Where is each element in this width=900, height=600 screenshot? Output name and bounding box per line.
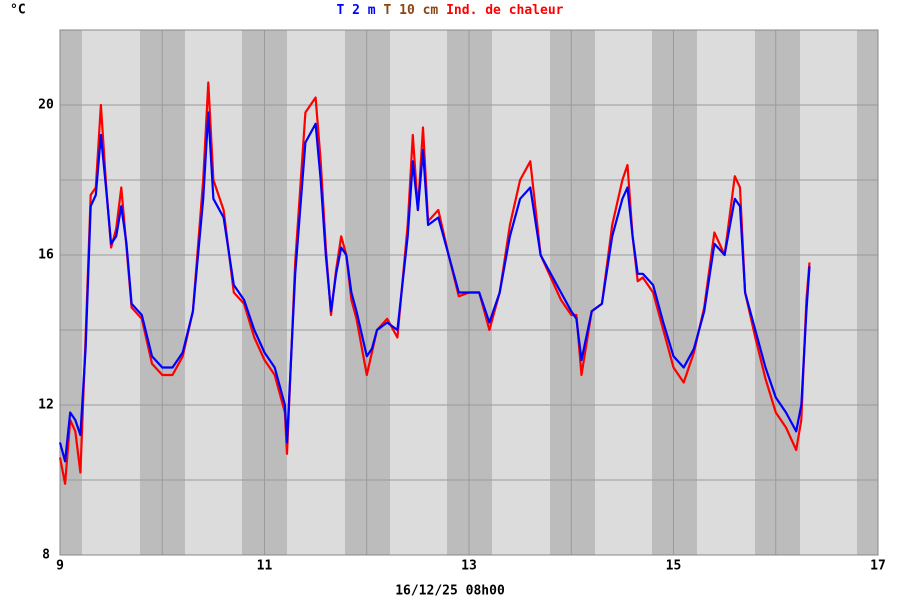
legend-entry: T 10 cm: [383, 3, 438, 18]
night-band: [857, 30, 878, 555]
x-tick-label: 17: [870, 559, 886, 574]
x-tick-label: 15: [666, 559, 682, 574]
y-tick-label: 8: [42, 548, 50, 563]
night-band: [755, 30, 800, 555]
y-axis-label: °C: [10, 3, 26, 18]
y-tick-label: 12: [38, 398, 54, 413]
night-band: [652, 30, 697, 555]
x-axis-label: 16/12/25 08h00: [395, 584, 505, 599]
x-tick-label: 13: [461, 559, 477, 574]
plot-border: [59, 29, 879, 556]
x-tick-label: 9: [56, 559, 64, 574]
y-tick-label: 16: [38, 248, 54, 263]
legend-entry: T 2 m: [337, 3, 376, 18]
y-tick-label: 20: [38, 98, 54, 113]
x-tick-label: 11: [257, 559, 273, 574]
legend-entry: Ind. de chaleur: [446, 3, 564, 18]
legend: T 2 m T 10 cm Ind. de chaleur: [337, 3, 564, 18]
series-line: [58, 111, 811, 463]
